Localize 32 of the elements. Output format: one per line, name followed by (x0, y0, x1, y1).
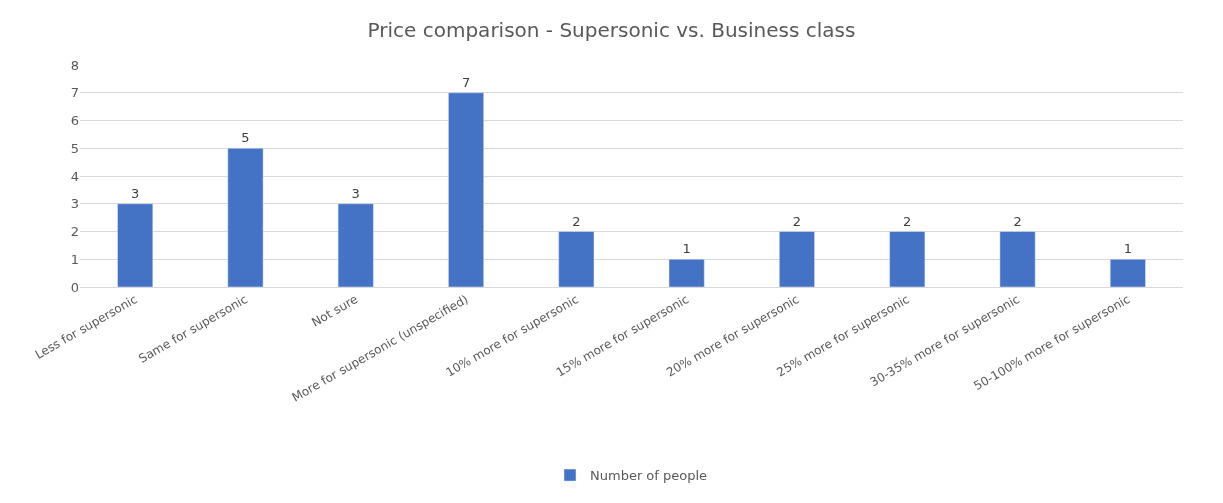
legend-label: Number of people (590, 468, 708, 484)
bar (227, 148, 264, 287)
data-label: 5 (241, 130, 250, 146)
bar (117, 203, 154, 287)
y-tick-label: 7 (70, 85, 79, 101)
y-tick-label: 8 (70, 57, 79, 73)
y-tick-label: 4 (70, 168, 79, 184)
bar (668, 259, 705, 287)
bar (448, 92, 484, 287)
y-tick-label: 6 (70, 113, 79, 129)
data-label: 2 (792, 213, 802, 229)
data-label: 2 (1013, 213, 1022, 229)
data-label: 3 (351, 185, 360, 201)
data-label: 1 (682, 241, 691, 257)
x-tick-label: Not sure (309, 292, 361, 330)
bar (337, 203, 374, 287)
y-tick-label: 5 (70, 140, 79, 156)
y-tick-label: 2 (70, 224, 79, 240)
data-label: 1 (1123, 241, 1132, 257)
bar (999, 231, 1036, 287)
bar (889, 231, 926, 287)
bar (1109, 259, 1146, 287)
data-label: 2 (903, 213, 912, 229)
data-label: 3 (131, 185, 140, 201)
bar (558, 231, 595, 287)
bar (779, 231, 815, 287)
data-label: 7 (461, 74, 471, 90)
y-tick-label: 3 (70, 196, 79, 212)
y-tick-label: 0 (70, 279, 79, 295)
y-tick-label: 1 (70, 251, 79, 267)
data-label: 2 (572, 213, 581, 229)
chart-title: Price comparison - Supersonic vs. Business class (367, 17, 856, 42)
